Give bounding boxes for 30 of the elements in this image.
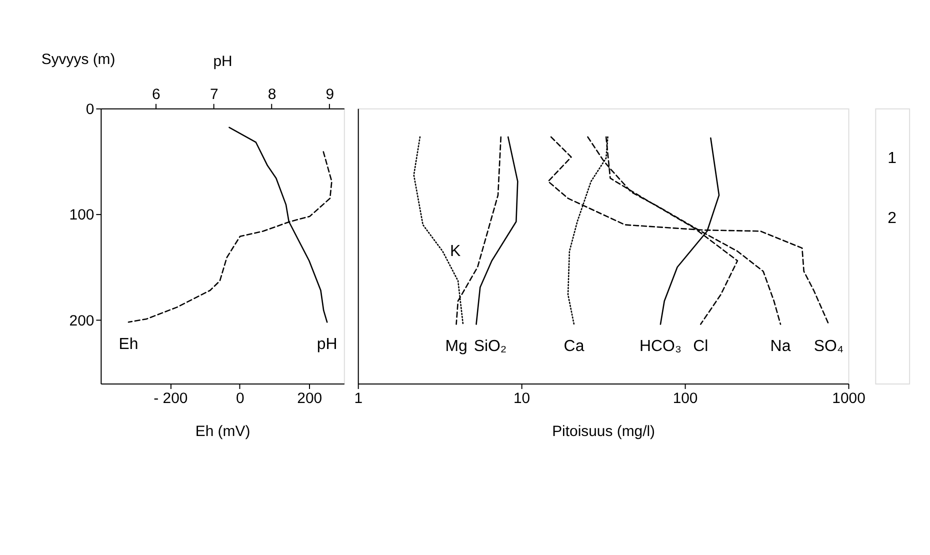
x-tick-label: 100 — [672, 390, 698, 407]
series-label: HCO₃ — [640, 338, 682, 356]
series-label: K — [450, 243, 462, 260]
x2-tick-label: 7 — [210, 86, 218, 103]
y-axis-title: Syvyys (m) — [41, 51, 116, 68]
x-tick-label: 10 — [514, 390, 530, 407]
x-axis-title: Pitoisuus (mg/l) — [552, 422, 656, 440]
y-tick-label: 0 — [86, 100, 94, 118]
y-tick-label: 100 — [69, 206, 94, 224]
x-tick-label: 1 — [354, 390, 362, 407]
x2-tick-label: 6 — [152, 86, 160, 103]
series-label: SO₄ — [814, 338, 844, 356]
series-label: Mg — [445, 338, 468, 356]
x2-tick-label: 8 — [268, 86, 276, 103]
x-axis-title: Eh (mV) — [195, 422, 250, 440]
x-tick-label: - 200 — [154, 390, 188, 407]
x-tick-label: 0 — [236, 390, 244, 407]
series-label: SiO₂ — [474, 338, 507, 356]
series-label: Cl — [693, 338, 708, 356]
series-label: Ca — [564, 338, 584, 356]
series-label: Eh — [118, 336, 138, 354]
text: 1 — [888, 150, 897, 168]
series-label: pH — [316, 336, 338, 354]
x2-axis-title: pH — [213, 53, 232, 70]
x-tick-label: 1000 — [832, 390, 866, 407]
x2-tick-label: 9 — [326, 86, 334, 103]
series-label: Na — [770, 338, 791, 356]
text: 2 — [888, 210, 897, 228]
x-tick-label: 200 — [297, 390, 322, 407]
y-tick-label: 200 — [69, 312, 94, 330]
